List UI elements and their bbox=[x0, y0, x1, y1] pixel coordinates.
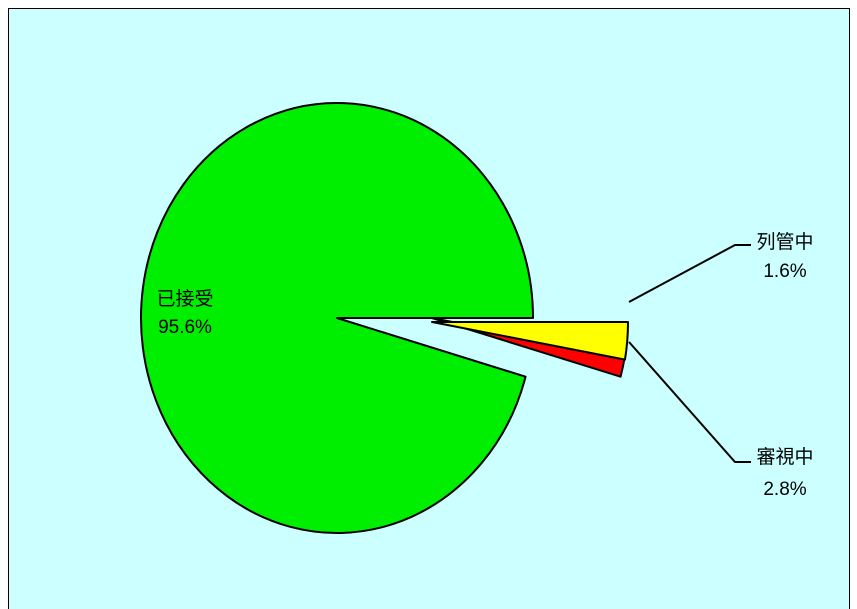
slice-label: 列管中 bbox=[756, 231, 813, 253]
slice-value-label: 1.6% bbox=[763, 261, 806, 282]
slice-label: 審視中 bbox=[756, 446, 813, 468]
slice-label: 已接受 bbox=[156, 288, 213, 310]
slice-value-label: 2.8% bbox=[763, 479, 806, 500]
leader-line bbox=[628, 341, 751, 463]
leader-line bbox=[628, 244, 751, 303]
pie-slice bbox=[431, 321, 629, 361]
slice-value-label: 95.6% bbox=[158, 317, 212, 338]
pie-slice bbox=[140, 102, 534, 534]
